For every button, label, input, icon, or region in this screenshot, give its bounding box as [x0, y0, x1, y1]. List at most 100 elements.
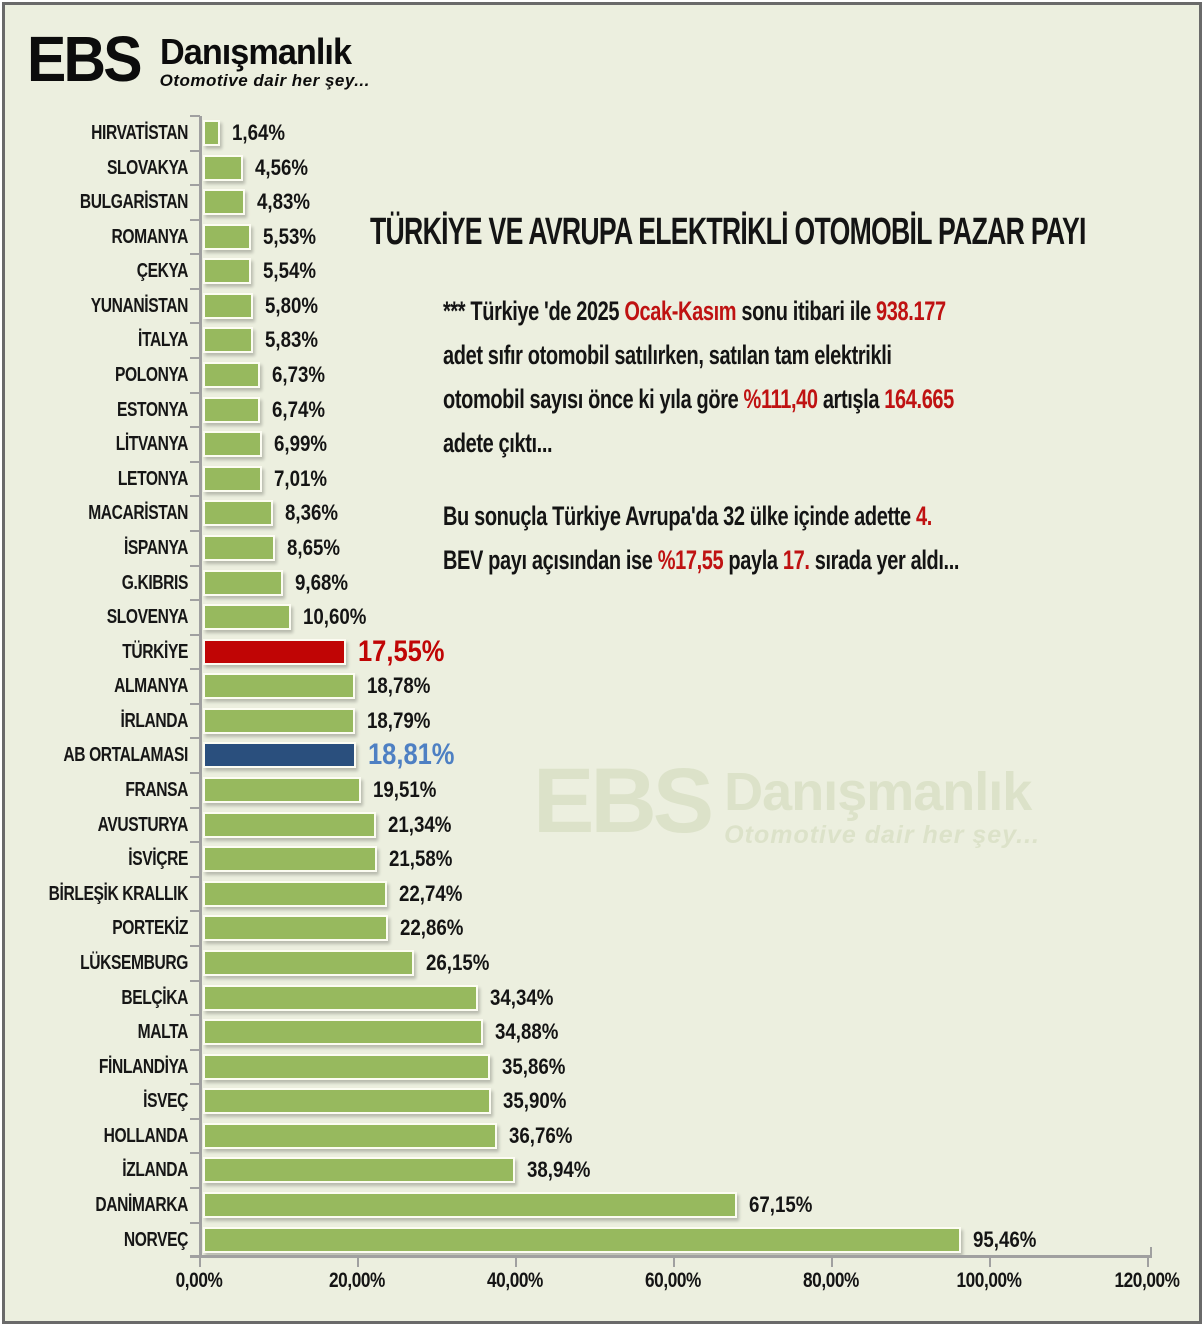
chart-row: HIRVATİSTAN 1,64%: [5, 116, 1194, 151]
bar-green: [203, 189, 245, 216]
chart-row: AVUSTURYA 21,34%: [5, 808, 1194, 843]
category-label: LETONYA: [117, 467, 188, 490]
bar-green: [203, 1019, 483, 1046]
bar-green: [203, 880, 387, 907]
x-tick-label: 80,00%: [803, 1269, 859, 1292]
y-tick: [190, 1221, 200, 1224]
y-tick: [190, 1152, 200, 1155]
category-label: MALTA: [137, 1021, 189, 1044]
paragraph-line: otomobil sayısı önce ki yıla göre %111,4…: [443, 377, 954, 421]
summary-paragraph-2: Bu sonuçla Türkiye Avrupa'da 32 ülke içi…: [443, 494, 1140, 582]
bar-blue: [203, 742, 356, 769]
chart-row: FİNLANDİYA 35,86%: [5, 1050, 1194, 1085]
chart-row: İZLANDA 38,94%: [5, 1153, 1194, 1188]
bar-green: [203, 604, 291, 631]
value-label: 26,15%: [426, 949, 490, 975]
chart-row: HOLLANDA 36,76%: [5, 1119, 1194, 1154]
y-tick: [190, 115, 200, 117]
value-label: 34,34%: [490, 984, 554, 1010]
x-tick: [989, 1258, 991, 1267]
highlight-text: 4.: [915, 501, 932, 531]
category-label: TÜRKİYE: [122, 640, 188, 663]
highlight-text: 17.: [782, 545, 810, 575]
y-tick: [190, 737, 200, 740]
paragraph-line: BEV payı açısından ise %17,55 payla 17. …: [443, 538, 959, 582]
body-text: *** Türkiye 'de 2025: [443, 296, 625, 326]
y-tick: [190, 184, 200, 187]
category-label: PORTEKİZ: [112, 917, 188, 940]
watermark-mark: EBS: [533, 750, 714, 852]
chart-row: POLONYA 6,73%: [5, 358, 1194, 393]
chart-row: İTALYA 5,83%: [5, 323, 1194, 358]
y-tick: [190, 529, 200, 532]
bar-green: [203, 1191, 737, 1218]
category-label: HIRVATİSTAN: [91, 122, 188, 144]
logo-tagline: Otomotive dair her şey...: [159, 71, 370, 90]
bar-green: [203, 1122, 497, 1149]
category-label: İSPANYA: [123, 536, 188, 559]
category-label: DANİMARKA: [95, 1193, 188, 1216]
highlight-text: %111,40: [743, 384, 818, 414]
x-tick: [515, 1258, 517, 1267]
y-tick: [190, 702, 200, 705]
category-label: POLONYA: [115, 364, 188, 387]
y-tick: [190, 910, 200, 913]
bar-green: [203, 465, 262, 492]
chart-row: DANİMARKA 67,15%: [5, 1188, 1194, 1223]
category-label: G.KIBRIS: [121, 571, 189, 594]
category-label: LÜKSEMBURG: [80, 951, 188, 974]
bar-green: [203, 984, 478, 1011]
x-tick-label: 120,00%: [1114, 1269, 1180, 1292]
bar-green: [203, 292, 253, 319]
value-label: 9,68%: [295, 569, 349, 595]
chart-row: SLOVAKYA 4,56%: [5, 151, 1194, 186]
category-label: MACARİSTAN: [88, 502, 188, 525]
y-tick: [190, 357, 200, 360]
bar-red: [203, 638, 346, 665]
y-tick: [190, 218, 200, 221]
chart-row: İRLANDA 18,79%: [5, 704, 1194, 739]
y-tick: [190, 633, 200, 636]
category-label: ÇEKYA: [136, 260, 189, 283]
paragraph-line: *** Türkiye 'de 2025 Ocak-Kasım sonu iti…: [443, 289, 954, 333]
y-tick: [190, 149, 200, 152]
bar-green: [203, 846, 377, 873]
x-tick: [673, 1258, 675, 1267]
y-tick: [190, 460, 200, 463]
chart-row: ALMANYA 18,78%: [5, 669, 1194, 704]
y-tick: [190, 1014, 200, 1017]
chart-row: ESTONYA 6,74%: [5, 393, 1194, 428]
chart-row: PORTEKİZ 22,86%: [5, 911, 1194, 946]
bar-green: [203, 1088, 491, 1115]
category-label: İSVEÇ: [143, 1090, 188, 1113]
value-label: 6,74%: [272, 396, 326, 422]
body-text: sonu itibari ile: [736, 296, 877, 326]
category-label: BİRLEŞİK KRALLIK: [48, 882, 189, 905]
value-label: 5,83%: [265, 327, 319, 353]
ebs-watermark: EBS Danışmanlık Otomotive dair her şey..…: [533, 755, 1040, 850]
value-label: 18,78%: [367, 673, 431, 699]
x-tick-label: 100,00%: [956, 1269, 1022, 1292]
body-text: BEV payı açısından ise: [443, 545, 658, 575]
chart-row: MACARİSTAN 8,36%: [5, 496, 1194, 531]
y-tick: [190, 1117, 200, 1120]
chart-row: BELÇİKA 34,34%: [5, 981, 1194, 1016]
value-label: 8,65%: [287, 534, 341, 560]
y-tick: [190, 1048, 200, 1051]
ebs-logo: EBS Danışmanlık Otomotive dair her şey..…: [27, 27, 370, 91]
x-tick: [1147, 1258, 1149, 1267]
value-label: 8,36%: [285, 500, 339, 526]
category-label: İRLANDA: [120, 709, 189, 732]
value-label: 6,73%: [272, 362, 326, 388]
chart-row: BULGARİSTAN 4,83%: [5, 185, 1194, 220]
value-label: 34,88%: [495, 1019, 559, 1045]
y-tick: [190, 599, 200, 602]
category-label: ESTONYA: [117, 398, 188, 421]
y-tick: [190, 426, 200, 429]
chart-row: YUNANİSTAN 5,80%: [5, 289, 1194, 324]
logo-mark: EBS: [27, 23, 143, 95]
y-tick: [190, 1186, 200, 1189]
value-label: 4,83%: [257, 189, 311, 215]
bar-green: [203, 120, 220, 146]
body-text: adet sıfır otomobil satılırken, satılan …: [443, 340, 892, 370]
